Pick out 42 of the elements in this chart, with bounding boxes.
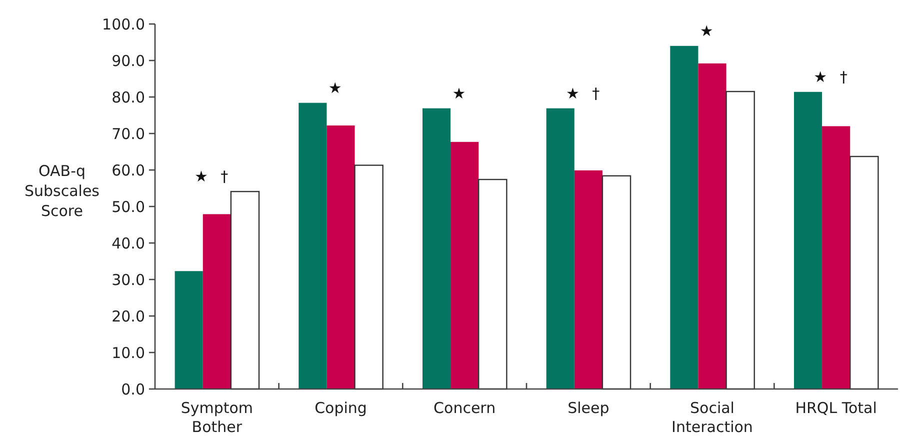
bar	[698, 63, 726, 389]
bar	[670, 46, 698, 389]
bar	[546, 108, 574, 389]
bar	[298, 102, 327, 389]
bar	[602, 175, 632, 390]
bar	[354, 164, 384, 390]
x-tick-label: Coping	[314, 399, 367, 417]
bar	[478, 178, 508, 390]
x-tick-label: HRQL Total	[795, 399, 877, 417]
annotation: ★	[700, 22, 714, 40]
x-tick-label: Sleep	[568, 399, 610, 417]
y-axis-title: OAB-q Subscales Score	[24, 162, 100, 220]
y-tick-label: 50.0	[112, 198, 145, 216]
bar	[422, 108, 451, 389]
x-tick-label: Social Interaction	[672, 399, 753, 436]
x-tick-label: Concern	[434, 399, 496, 417]
bar	[202, 214, 231, 389]
y-tick-label: 10.0	[112, 344, 145, 362]
bar	[174, 271, 203, 389]
bar	[326, 125, 355, 389]
y-tick-label: 20.0	[112, 307, 145, 326]
bar	[450, 142, 479, 389]
y-tick-label: 70.0	[112, 124, 145, 143]
y-tick-label: 90.0	[112, 52, 145, 70]
annotation: ★ †	[566, 84, 600, 102]
y-tick-label: 40.0	[112, 234, 145, 252]
y-tick-label: 80.0	[112, 88, 145, 106]
annotation: ★	[328, 78, 342, 97]
annotation: ★ †	[194, 168, 229, 186]
bar	[574, 170, 602, 389]
x-tick-label: Symptom Bother	[180, 399, 254, 436]
y-tick-label: 100.0	[102, 15, 145, 34]
y-tick-label: 60.0	[112, 161, 145, 180]
y-tick-label: 30.0	[112, 270, 145, 289]
annotation: ★	[452, 84, 466, 102]
annotation: ★ †	[814, 68, 848, 86]
bar	[794, 92, 822, 389]
bar	[850, 156, 879, 390]
bar	[230, 190, 260, 390]
bar	[822, 126, 850, 389]
y-tick-label: 0.0	[121, 380, 145, 398]
bar	[726, 90, 755, 390]
